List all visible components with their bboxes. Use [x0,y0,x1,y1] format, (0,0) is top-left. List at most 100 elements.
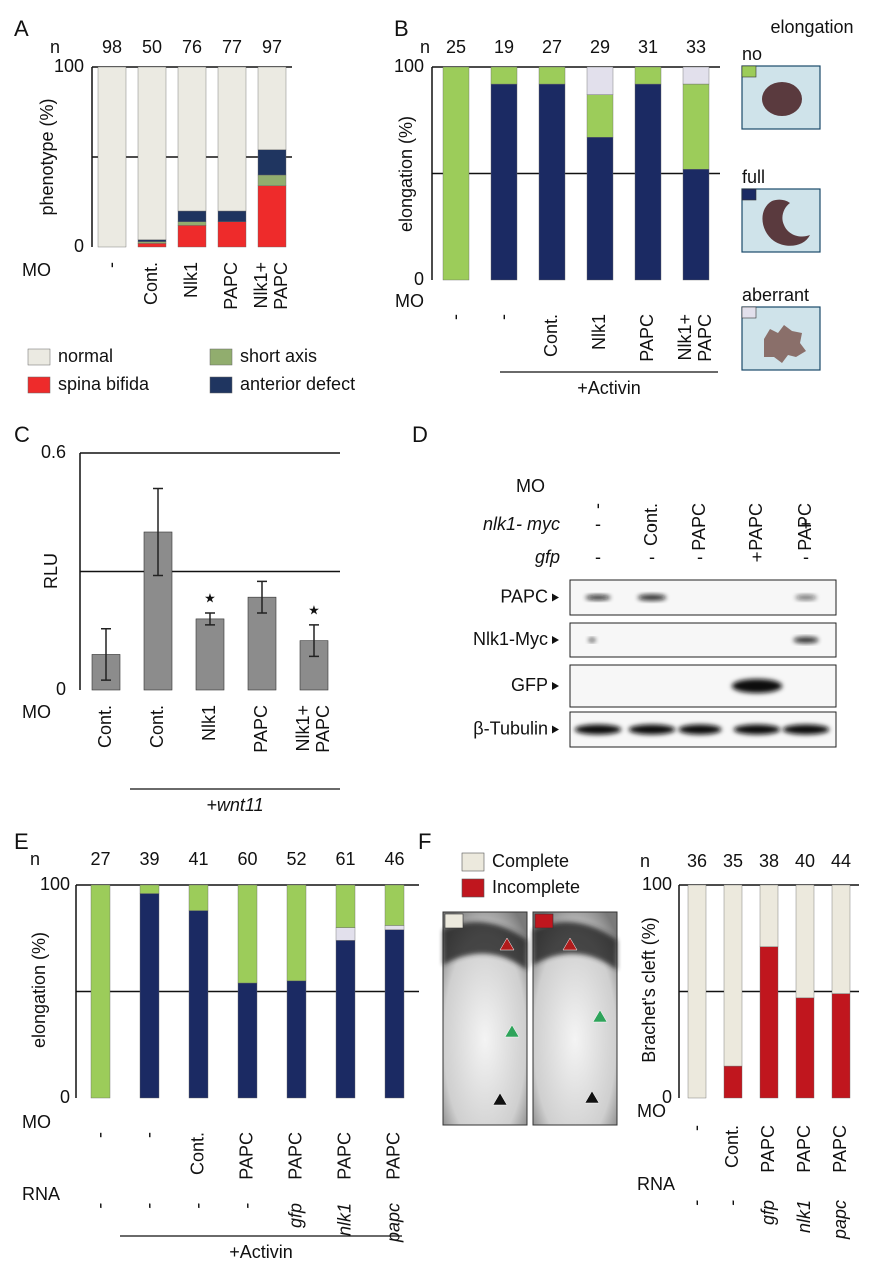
y-tick-label: 0 [662,1087,672,1107]
blot-band [731,679,783,693]
n-value: 38 [759,851,779,871]
y-axis-label: RLU [41,553,61,589]
x-tick-label: PAPC [758,1125,778,1173]
x-tick-label: Cont. [147,705,167,748]
n-value: 33 [686,37,706,57]
rna-label: - [236,1203,256,1209]
panel-label: D [412,422,428,447]
arrowhead [504,1024,520,1038]
bar-segment [723,1065,743,1099]
blot-arrow [552,636,559,644]
bar-segment [335,940,356,1099]
bar-segment [188,910,209,1099]
bar-segment [795,884,815,999]
n-value: 36 [687,851,707,871]
x-tick-label: - [89,1132,109,1138]
n-value: 39 [139,849,159,869]
blot-band [795,595,817,600]
n-value: 25 [446,37,466,57]
n-value: 41 [188,849,208,869]
bar-segment [795,997,815,1099]
row-label: nlk1- myc [483,514,560,534]
y-axis-label: Brachet's cleft (%) [639,917,659,1062]
bar-segment [335,884,356,928]
x-tick-label: PAPC [236,1132,256,1180]
lane-value: - [649,514,655,534]
bar-segment [286,884,307,982]
n-value: 29 [590,37,610,57]
bar-segment [257,66,287,151]
rna-label: papc [383,1203,403,1243]
embryo [762,82,802,116]
lane-label: PAPC [795,503,815,551]
row-label: RNA [22,1184,60,1204]
legend-label: normal [58,346,113,366]
legend-label: no [742,44,762,64]
legend-label: aberrant [742,285,809,305]
bar-segment [682,169,710,281]
blot-band [637,594,667,601]
blot-band [585,595,611,600]
y-axis-label: elongation (%) [396,116,416,232]
bar-segment [384,929,405,1099]
panel-label: F [418,829,431,854]
n-value: 97 [262,37,282,57]
y-tick-label: 0 [56,679,66,699]
blot-box [569,579,837,616]
bar-segment [586,66,614,95]
group-label: +Activin [229,1242,293,1262]
arrowhead [562,937,578,951]
bar-segment [137,239,167,242]
n-value: 60 [237,849,257,869]
lane-value: - [697,547,703,567]
bar-segment [177,221,207,226]
bar-segment [286,980,307,1099]
rna-label: nlk1 [794,1200,814,1233]
n-value: 27 [90,849,110,869]
y-axis-label: elongation (%) [29,932,49,1048]
legend-swatch [209,348,233,366]
legend-label: Complete [492,851,569,871]
legend-title: elongation [770,17,853,37]
bar-segment [384,925,405,930]
x-tick-label: Cont. [95,705,115,748]
photo-swatch [444,913,464,929]
bar-segment [490,83,518,281]
bar-segment [538,66,566,85]
bar-segment [687,884,707,1099]
legend-label: anterior defect [240,374,355,394]
rna-label: gfp [758,1200,778,1225]
legend-swatch [741,188,757,201]
x-tick-label: Nlk1+PAPC [675,314,715,362]
rna-label: - [722,1200,742,1206]
row-label: gfp [535,547,560,567]
bar-segment [759,946,779,1099]
y-tick-label: 0.6 [41,442,66,462]
bar-segment [237,884,258,984]
x-tick-label: - [686,1125,706,1131]
significance-star: ★ [308,602,320,617]
bar-segment [634,83,662,281]
x-tick-label: - [493,314,513,320]
error-bar [309,624,319,658]
bar-segment [634,66,662,85]
blot-band [628,724,676,735]
error-bar [153,487,163,577]
x-tick-label: PAPC [383,1132,403,1180]
error-bar [205,612,215,626]
n-value: 35 [723,851,743,871]
legend-swatch [27,348,51,366]
arrowhead [492,1092,508,1106]
bar-segment [257,149,287,176]
blot-band [793,637,819,643]
x-tick-label: PAPC [334,1132,354,1180]
y-tick-label: 100 [394,56,424,76]
lane-value: - [595,547,601,567]
lane-value: + [752,547,763,567]
blot-band [574,724,622,735]
x-tick-label: - [138,1132,158,1138]
panel-label: A [14,16,29,41]
x-tick-label: - [445,314,465,320]
y-tick-label: 0 [414,269,424,289]
